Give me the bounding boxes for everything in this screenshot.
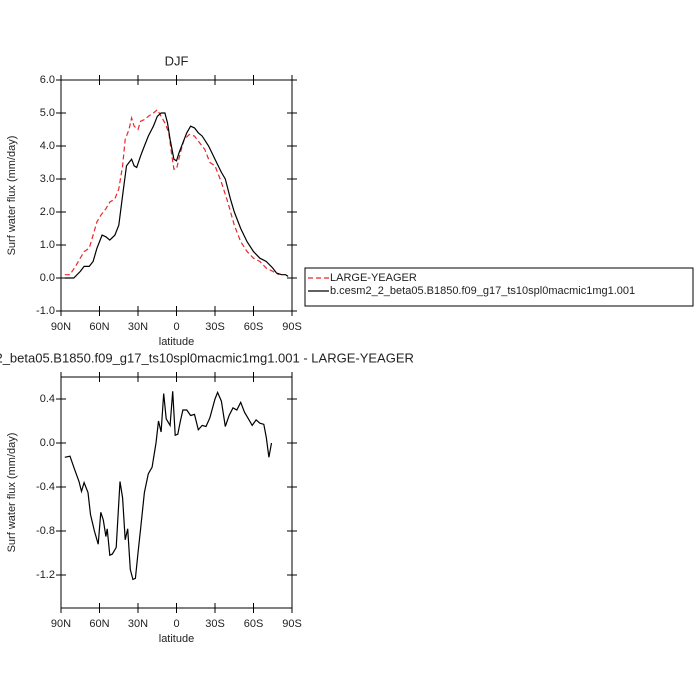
y-tick-label: 3.0 [40, 173, 55, 185]
x-tick-label: 90S [282, 321, 302, 333]
data-line [64, 108, 280, 276]
plot-frame [60, 79, 293, 312]
y-tick-label: 5.0 [40, 107, 55, 119]
x-tick-label: 60N [89, 321, 109, 333]
legend-label: LARGE-YEAGER [330, 272, 417, 284]
y-axis-label: Surf water flux (mm/day) [6, 136, 18, 256]
y-axis-label: Surf water flux (mm/day) [6, 433, 18, 553]
y-tick-label: -0.8 [36, 525, 55, 537]
x-tick-label: 90N [51, 321, 71, 333]
plot-frame [60, 376, 293, 609]
x-tick-label: 60S [244, 321, 264, 333]
y-tick-label: 2.0 [40, 206, 55, 218]
chart-title: DJF [165, 53, 189, 68]
x-tick-label: 60N [89, 618, 109, 630]
y-tick-label: -1.2 [36, 569, 55, 581]
x-axis-label: latitude [159, 633, 194, 645]
y-tick-label: 1.0 [40, 239, 55, 251]
legend-label: b.cesm2_2_beta05.B1850.f09_g17_ts10spl0m… [330, 285, 635, 297]
x-tick-label: 30N [128, 321, 148, 333]
x-tick-label: 60S [244, 618, 264, 630]
x-tick-label: 90S [282, 618, 302, 630]
x-axis-label: latitude [159, 336, 194, 348]
data-line [64, 390, 273, 581]
chart-title: b.cesm2_2_beta05.B1850.f09_g17_ts10spl0m… [0, 350, 414, 365]
legend-frame [304, 267, 694, 307]
x-tick-label: 90N [51, 618, 71, 630]
x-tick-label: 30S [205, 321, 225, 333]
x-tick-label: 0 [173, 618, 179, 630]
data-line [64, 112, 289, 279]
y-tick-label: 4.0 [40, 140, 55, 152]
y-tick-label: -0.4 [36, 481, 55, 493]
x-tick-label: 30N [128, 618, 148, 630]
y-tick-label: 0.4 [40, 393, 55, 405]
y-tick-label: 0.0 [40, 272, 55, 284]
x-tick-label: 30S [205, 618, 225, 630]
y-tick-label: 6.0 [40, 74, 55, 86]
x-tick-label: 0 [173, 321, 179, 333]
y-tick-label: -1.0 [36, 305, 55, 317]
y-tick-label: 0.0 [40, 437, 55, 449]
